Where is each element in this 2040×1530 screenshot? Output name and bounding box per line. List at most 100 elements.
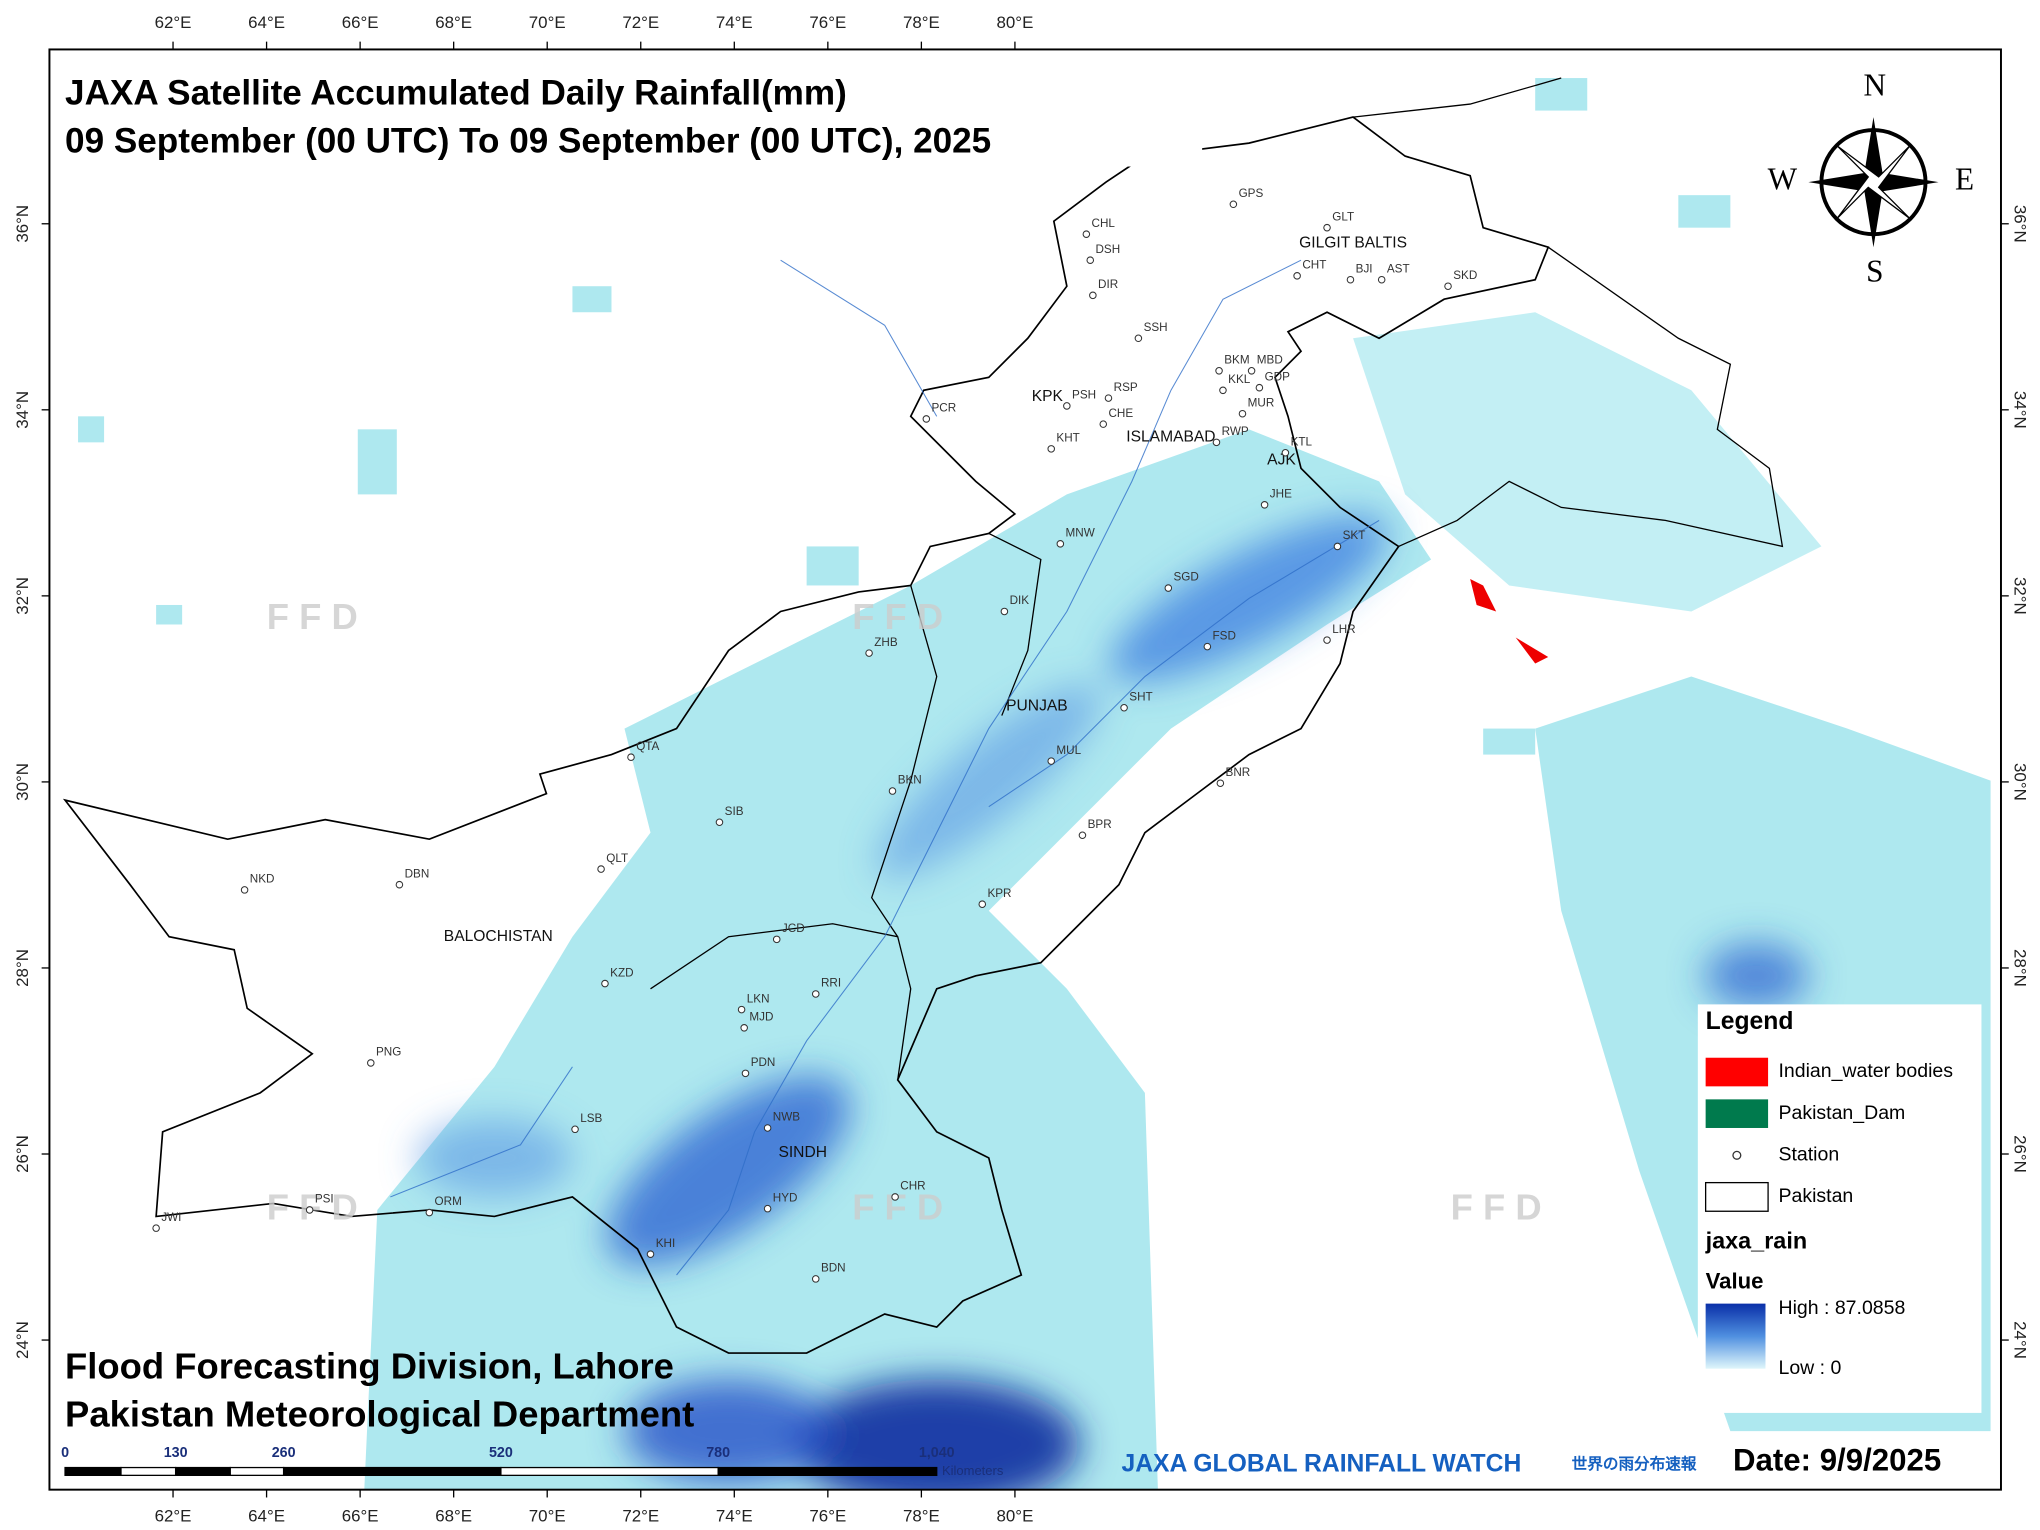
rivers xyxy=(390,259,1380,1276)
jaxa-logo-jp: 世界の雨分布速報 xyxy=(1572,1454,1697,1473)
legend-value-title: Value xyxy=(1706,1269,1764,1294)
station-marker xyxy=(1281,448,1290,457)
boundaries xyxy=(62,77,1784,1354)
station-marker xyxy=(1000,607,1009,616)
station-marker xyxy=(627,753,635,761)
station-marker xyxy=(1215,367,1223,375)
station-marker xyxy=(1086,256,1095,264)
station-label: PSI xyxy=(315,1193,334,1206)
scale-label: 1,040 xyxy=(919,1445,955,1461)
region-label: AJK xyxy=(1267,452,1296,469)
legend-swatch xyxy=(1732,1150,1742,1160)
rain-cell xyxy=(357,429,397,495)
legend-title: Legend xyxy=(1706,1008,1794,1035)
station-marker xyxy=(772,935,781,944)
latitude-label: 28°N xyxy=(2011,949,2030,987)
latitude-label: 30°N xyxy=(13,763,32,801)
station-label: ORM xyxy=(435,1195,462,1208)
station-label: MUR xyxy=(1248,396,1275,409)
station-label: SGD xyxy=(1174,571,1199,584)
scale-label: 130 xyxy=(164,1445,188,1461)
station-marker xyxy=(240,886,249,894)
scale-label: 520 xyxy=(489,1445,513,1461)
station-label: QTA xyxy=(636,740,659,753)
scale-segment xyxy=(174,1466,231,1477)
title: JAXA Satellite Accumulated Daily Rainfal… xyxy=(65,73,847,112)
station-marker xyxy=(1212,438,1221,447)
station-label: ZHB xyxy=(874,636,898,649)
station-marker xyxy=(737,1005,746,1014)
rain-cell xyxy=(1678,195,1731,228)
watermark: F F D xyxy=(1451,1187,1542,1228)
station-label: FSD xyxy=(1213,629,1236,642)
station-label: KZD xyxy=(610,966,633,979)
longitude-label: 72°E xyxy=(622,13,659,32)
longitude-label: 64°E xyxy=(248,1506,285,1525)
station-marker xyxy=(601,979,609,988)
station-marker xyxy=(1260,501,1269,509)
station-label: DSH xyxy=(1095,243,1120,256)
region-label: GILGIT BALTIS xyxy=(1299,234,1407,251)
rain-core xyxy=(1704,943,1809,1009)
station-label: QLT xyxy=(606,852,628,865)
station-label: LSB xyxy=(580,1112,602,1125)
station-label: SKD xyxy=(1453,269,1477,282)
footer-line: Pakistan Meteorological Department xyxy=(65,1393,694,1434)
station-label: DIR xyxy=(1098,278,1118,291)
latitude-label: 32°N xyxy=(13,577,32,615)
rain-core xyxy=(624,1379,833,1484)
station-marker xyxy=(305,1206,314,1214)
rain-cell xyxy=(78,416,105,443)
station-marker xyxy=(1346,275,1355,284)
station-marker xyxy=(1293,272,1301,280)
latitude-label: 36°N xyxy=(13,205,32,243)
station-marker xyxy=(891,1193,899,1201)
station-marker xyxy=(1120,703,1128,712)
station-label: AST xyxy=(1387,262,1410,275)
station-marker xyxy=(888,787,897,795)
longitude-label: 74°E xyxy=(716,13,753,32)
station-marker xyxy=(740,1024,748,1032)
station-marker xyxy=(1056,540,1065,548)
station-label: JHE xyxy=(1270,487,1292,500)
longitude-label: 80°E xyxy=(997,13,1034,32)
station-label: HYD xyxy=(773,1191,798,1204)
station-marker xyxy=(1333,542,1342,551)
station-marker xyxy=(763,1124,772,1132)
longitude-label: 66°E xyxy=(342,13,379,32)
water-bodies xyxy=(1470,578,1549,664)
longitude-label: 70°E xyxy=(529,1506,566,1525)
legend-item: Station xyxy=(1778,1143,1839,1165)
latitude-label: 26°N xyxy=(13,1135,32,1173)
station-marker xyxy=(1134,334,1143,343)
compass-rose xyxy=(1808,117,1939,248)
jaxa-logo: JAXA GLOBAL RAINFALL WATCH xyxy=(1121,1450,1521,1477)
scale-label: 0 xyxy=(61,1445,69,1461)
station-label: KHI xyxy=(656,1237,675,1250)
longitude-label: 70°E xyxy=(529,13,566,32)
region-label: KPK xyxy=(1032,388,1064,405)
station-marker xyxy=(1219,386,1227,395)
legend-high: High : 87.0858 xyxy=(1778,1297,1905,1319)
legend-swatch xyxy=(1705,1099,1769,1128)
station-label: NKD xyxy=(250,873,275,886)
title-box xyxy=(54,67,1203,167)
river xyxy=(390,259,938,1198)
longitude-label: 64°E xyxy=(248,13,285,32)
footer-line: Flood Forecasting Division, Lahore xyxy=(65,1345,674,1386)
scale-segment xyxy=(500,1466,719,1477)
station-marker xyxy=(646,1250,655,1258)
rain-core xyxy=(876,683,1102,878)
station-marker xyxy=(1247,367,1256,375)
longitude-label: 76°E xyxy=(809,1506,846,1525)
watermark: F F D xyxy=(267,596,358,637)
latitude-label: 28°N xyxy=(13,949,32,987)
station-label: CHL xyxy=(1092,217,1116,230)
station-label: KPR xyxy=(987,887,1011,900)
station-label: MNW xyxy=(1066,527,1095,540)
station-label: BPR xyxy=(1088,818,1112,831)
station-label: SHT xyxy=(1129,690,1152,703)
compass-letter: W xyxy=(1768,161,1798,196)
station-marker xyxy=(865,649,873,657)
